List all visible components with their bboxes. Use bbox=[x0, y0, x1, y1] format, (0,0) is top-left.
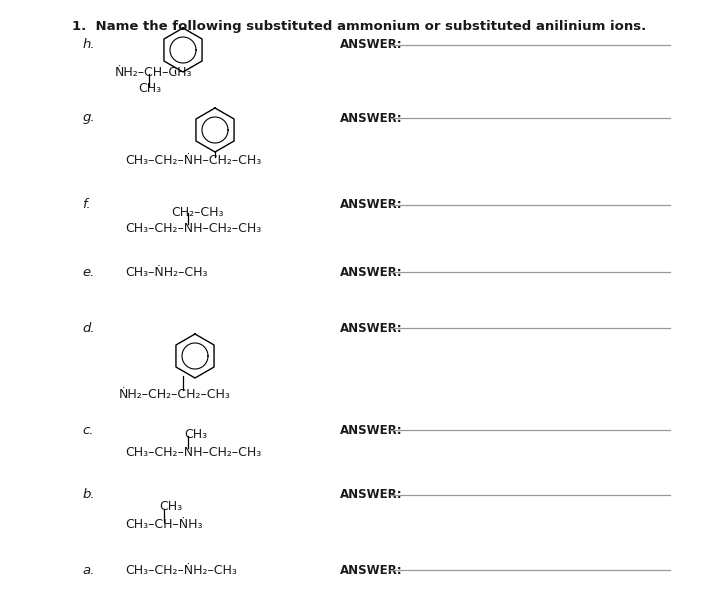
Text: CH₃: CH₃ bbox=[138, 82, 161, 96]
Text: ANSWER:: ANSWER: bbox=[340, 488, 403, 501]
Text: CH₃–CH₂–ṄH₂–CH₃: CH₃–CH₂–ṄH₂–CH₃ bbox=[126, 564, 238, 577]
Text: ANSWER:: ANSWER: bbox=[340, 112, 403, 125]
Text: ANSWER:: ANSWER: bbox=[340, 266, 403, 278]
Text: ANSWER:: ANSWER: bbox=[340, 322, 403, 334]
Text: ANSWER:: ANSWER: bbox=[340, 198, 403, 211]
Text: 1.  Name the following substituted ammonium or substituted anilinium ions.: 1. Name the following substituted ammoni… bbox=[72, 20, 646, 33]
Text: d.: d. bbox=[83, 322, 95, 334]
Text: ANSWER:: ANSWER: bbox=[340, 564, 403, 577]
Text: e.: e. bbox=[83, 266, 95, 278]
Text: CH₃–CH₂–ṄH–CH₂–CH₃: CH₃–CH₂–ṄH–CH₂–CH₃ bbox=[126, 153, 262, 167]
Text: f.: f. bbox=[83, 198, 91, 211]
Text: c.: c. bbox=[83, 423, 94, 436]
Text: ANSWER:: ANSWER: bbox=[340, 38, 403, 51]
Text: CH₃–CH₂–ṄH–CH₂–CH₃: CH₃–CH₂–ṄH–CH₂–CH₃ bbox=[126, 221, 262, 235]
Text: h.: h. bbox=[83, 38, 95, 51]
Text: a.: a. bbox=[83, 564, 95, 577]
Text: CH₃: CH₃ bbox=[159, 500, 182, 513]
Text: b.: b. bbox=[83, 488, 95, 501]
Text: CH₃–CH₂–ṄH–CH₂–CH₃: CH₃–CH₂–ṄH–CH₂–CH₃ bbox=[126, 445, 262, 458]
Text: CH₂–CH₃: CH₂–CH₃ bbox=[171, 205, 223, 219]
Text: ṄH₂–CH₂–CH₂–CH₃: ṄH₂–CH₂–CH₂–CH₃ bbox=[118, 387, 230, 401]
Text: CH₃–CH–ṄH₃: CH₃–CH–ṄH₃ bbox=[126, 519, 203, 531]
Text: ANSWER:: ANSWER: bbox=[340, 423, 403, 436]
Text: CH₃: CH₃ bbox=[184, 427, 207, 441]
Text: CH₃–ṄH₂–CH₃: CH₃–ṄH₂–CH₃ bbox=[126, 266, 208, 278]
Text: ṄH₂–CH–CH₃: ṄH₂–CH–CH₃ bbox=[115, 66, 192, 79]
Text: g.: g. bbox=[83, 112, 95, 125]
